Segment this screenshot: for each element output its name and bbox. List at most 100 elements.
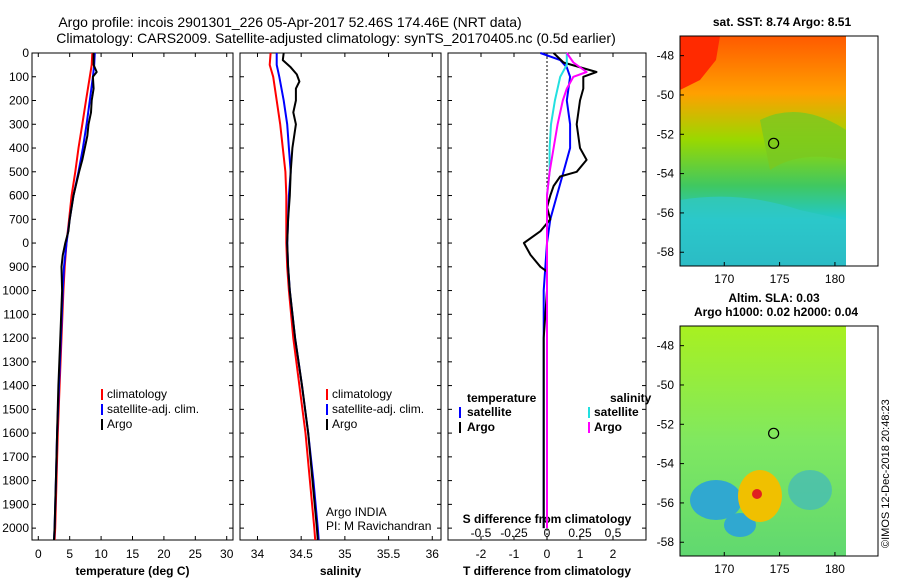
difference-xtick-label: 0 (544, 547, 551, 561)
legend-label: climatology (332, 387, 392, 401)
map-xtick-label: 175 (770, 562, 790, 576)
difference-series-salinity-argo (546, 52, 588, 529)
legend-label: Argo (467, 420, 495, 434)
depth-tick-label: 1000 (2, 284, 29, 298)
salinity-xtick-label: 35 (338, 547, 352, 561)
annotation-text: Argo INDIA (326, 505, 387, 519)
legend-label: satellite-adj. clim. (107, 402, 199, 416)
sla-map-title-1: Altim. SLA: 0.03 (728, 291, 820, 305)
legend-label: satellite-adj. clim. (332, 402, 424, 416)
salinity-xtick-label: 35.5 (377, 547, 401, 561)
sla-low-1 (690, 480, 742, 520)
depth-tick-label: 2000 (2, 521, 29, 535)
temperature-xtick-label: 30 (220, 547, 234, 561)
depth-tick-label: 300 (9, 117, 29, 131)
temperature-panel: 0100200300400500600700090010001100120013… (2, 46, 233, 578)
temperature-xtick-label: 25 (189, 547, 203, 561)
legend-label: satellite (594, 405, 639, 419)
salinity-series-satellite-adj-clim- (275, 53, 320, 541)
sst-land-gap (846, 36, 878, 266)
legend-label: Argo (594, 420, 622, 434)
legend-label: satellite (467, 405, 512, 419)
map-ytick-label: -56 (657, 206, 675, 220)
sla-land-gap (846, 326, 878, 556)
depth-tick-label: 0 (22, 46, 29, 60)
depth-tick-label: 1100 (3, 307, 29, 321)
sst-map-frame (679, 35, 879, 267)
temperature-xlabel: temperature (deg C) (75, 564, 189, 578)
depth-tick-label: 1300 (2, 355, 29, 369)
sla-low-2 (724, 513, 756, 537)
title-line-2: Climatology: CARS2009. Satellite-adjuste… (56, 30, 616, 46)
map-xtick-label: 180 (825, 272, 845, 286)
title-line-1: Argo profile: incois 2901301_226 05-Apr-… (58, 14, 521, 30)
difference-panel: -2 -1 0 1 2 T difference from climatology -0.5… (447, 52, 652, 578)
sla-peak (752, 489, 762, 499)
map-ytick-label: -58 (657, 535, 675, 549)
depth-tick-label: 1600 (2, 426, 29, 440)
s-diff-tick-label: -0.5 (471, 526, 492, 540)
map-xtick-label: 175 (770, 272, 790, 286)
legend-label: climatology (107, 387, 167, 401)
s-diff-tick-label: 0.5 (605, 526, 622, 540)
map-ytick-label: -58 (657, 245, 675, 259)
depth-tick-label: 0 (22, 236, 29, 250)
map-ytick-label: -50 (657, 88, 675, 102)
map-ytick-label: -52 (657, 127, 675, 141)
argo-float-marker (768, 427, 780, 439)
annotation-text: PI: M Ravichandran (326, 519, 431, 533)
depth-tick-label: 1500 (2, 402, 29, 416)
depth-tick-label: 100 (9, 70, 29, 84)
sla-map-frame (679, 325, 879, 557)
depth-tick-label: 600 (9, 189, 29, 203)
salinity-series-climatology (268, 52, 317, 541)
map-ytick-label: -54 (657, 167, 675, 181)
depth-tick-label: 1900 (2, 497, 29, 511)
s-diff-tick-label: -0.25 (500, 526, 528, 540)
sla-low-3 (788, 470, 832, 510)
salinity-xtick-label: 34 (251, 547, 265, 561)
temperature-xtick-label: 20 (157, 547, 171, 561)
sla-map-title-2: Argo h1000: 0.02 h2000: 0.04 (694, 305, 858, 319)
legend-label: Argo (332, 417, 358, 431)
map-xtick-label: 170 (714, 272, 734, 286)
difference-xtick-label: 2 (610, 547, 617, 561)
temperature-xtick-label: 15 (126, 547, 140, 561)
legend-title-temperature: temperature (467, 391, 537, 405)
depth-tick-label: 1200 (2, 331, 29, 345)
map-ytick-label: -48 (657, 339, 675, 353)
sst-warm-patch (680, 36, 720, 90)
map-ytick-label: -54 (657, 457, 675, 471)
depth-tick-label: 1800 (2, 474, 29, 488)
sla-map: Altim. SLA: 0.03 Argo h1000: 0.02 h2000:… (657, 291, 879, 576)
map-ytick-label: -50 (657, 378, 675, 392)
legend-label: Argo (107, 417, 133, 431)
s-diff-tick-label: 0.25 (568, 526, 592, 540)
salinity-xtick-label: 34.5 (289, 547, 313, 561)
legend-title-salinity: salinity (610, 391, 652, 405)
depth-tick-label: 900 (9, 260, 29, 274)
depth-tick-label: 1400 (2, 379, 29, 393)
depth-tick-label: 500 (9, 165, 29, 179)
difference-xlabel: T difference from climatology (463, 564, 631, 578)
depth-tick-label: 700 (9, 212, 29, 226)
difference-series-temperature-satellite (540, 52, 572, 529)
temperature-xtick-label: 0 (35, 547, 42, 561)
map-xtick-label: 180 (825, 562, 845, 576)
difference-xtick-label: -1 (509, 547, 520, 561)
difference-xtick-label: 1 (577, 547, 584, 561)
map-ytick-label: -52 (657, 417, 675, 431)
temperature-xtick-label: 5 (66, 547, 73, 561)
difference-xtick-label: -2 (476, 547, 487, 561)
map-ytick-label: -56 (657, 496, 675, 510)
map-xtick-label: 170 (714, 562, 734, 576)
salinity-xtick-label: 36 (426, 547, 440, 561)
salinity-series-argo (281, 52, 319, 541)
salinity-xlabel: salinity (320, 564, 362, 578)
temperature-xtick-label: 10 (94, 547, 108, 561)
argo-float-marker (768, 137, 780, 149)
depth-tick-label: 200 (9, 94, 29, 108)
map-ytick-label: -48 (657, 49, 675, 63)
sst-front (760, 112, 846, 170)
